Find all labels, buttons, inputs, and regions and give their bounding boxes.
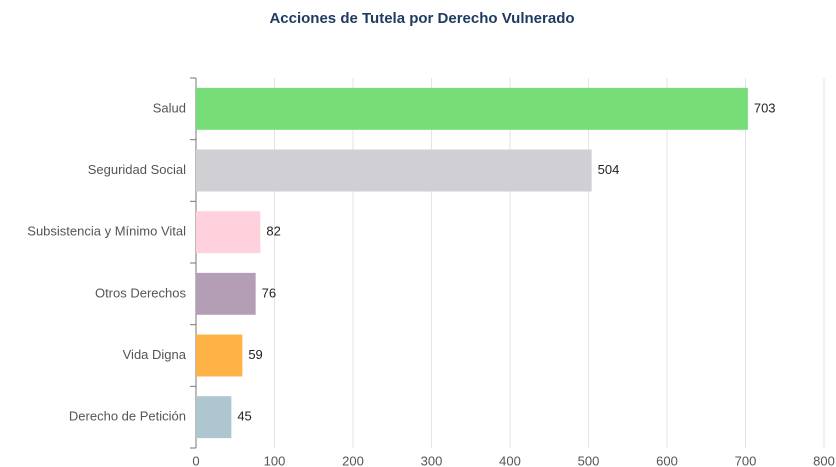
- x-tick-label: 800: [813, 453, 835, 467]
- chart-title: Acciones de Tutela por Derecho Vulnerado: [269, 10, 574, 27]
- y-tick-label: Otros Derechos: [95, 285, 187, 300]
- bar: [196, 334, 243, 377]
- value-label: 76: [262, 285, 276, 300]
- bar: [196, 87, 748, 130]
- x-tick-label: 200: [342, 453, 364, 467]
- bar: [196, 211, 261, 254]
- value-label: 504: [598, 162, 620, 177]
- y-tick-label: Derecho de Petición: [69, 409, 186, 424]
- x-tick-label: 300: [421, 453, 443, 467]
- value-label: 59: [248, 347, 262, 362]
- value-label: 703: [754, 100, 776, 115]
- y-tick-label: Vida Digna: [123, 347, 187, 362]
- y-tick-label: Subsistencia y Mínimo Vital: [27, 224, 186, 239]
- bar: [196, 272, 256, 315]
- x-tick-label: 100: [264, 453, 286, 467]
- bar: [196, 396, 232, 439]
- value-label: 82: [266, 224, 280, 239]
- x-tick-label: 400: [499, 453, 521, 467]
- x-tick-label: 500: [578, 453, 600, 467]
- x-tick-label: 0: [192, 453, 199, 467]
- y-tick-label: Salud: [153, 100, 186, 115]
- x-tick-label: 700: [735, 453, 757, 467]
- x-tick-label: 600: [656, 453, 678, 467]
- value-label: 45: [237, 409, 251, 424]
- y-tick-label: Seguridad Social: [88, 162, 186, 177]
- bar: [196, 149, 592, 192]
